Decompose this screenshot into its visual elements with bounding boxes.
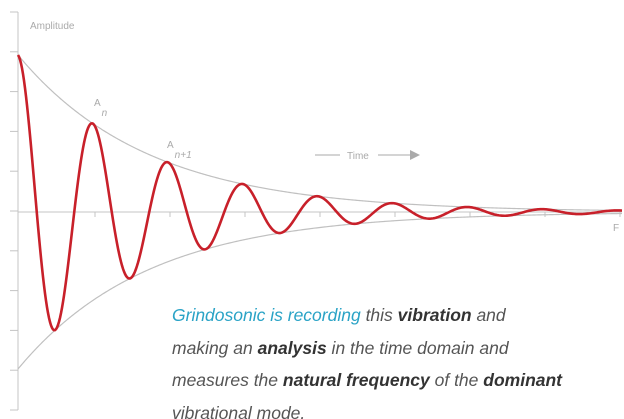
- caption-segment: dominant: [483, 370, 563, 390]
- peak-subscript: n: [102, 108, 108, 119]
- caption-segment: natural frequency: [282, 370, 430, 390]
- arrow-head: [410, 150, 420, 160]
- envelope-lower: [17, 212, 623, 370]
- caption-line: measures the natural frequency of the do…: [172, 364, 562, 397]
- peak-symbol: A: [94, 98, 101, 109]
- peak-label: An+1: [167, 140, 192, 161]
- caption-segment: measures the: [172, 370, 283, 390]
- caption-segment: this: [360, 305, 398, 325]
- caption-segment: making an: [172, 337, 258, 358]
- damped-wave: [16, 54, 623, 332]
- caption-segment: vibration: [397, 305, 472, 325]
- caption-line: Grindosonic is recording this vibration …: [172, 299, 562, 332]
- caption-segment: vibrational mode.: [172, 402, 306, 419]
- caption-segment: and: [471, 305, 506, 325]
- y-axis-label: Amplitude: [30, 21, 75, 32]
- caption-line: making an analysis in the time domain an…: [172, 332, 562, 365]
- end-label: F: [613, 223, 619, 234]
- caption: Grindosonic is recording this vibration …: [172, 299, 562, 419]
- peak-label: An: [94, 98, 108, 119]
- peak-symbol: A: [167, 140, 174, 151]
- peak-subscript: n+1: [175, 150, 192, 161]
- x-axis-label: Time: [347, 151, 369, 162]
- caption-segment: in the time domain and: [326, 337, 509, 358]
- caption-segment: Grindosonic is recording: [172, 305, 361, 325]
- caption-line: vibrational mode.: [172, 397, 562, 419]
- caption-segment: of the: [429, 370, 484, 390]
- caption-segment: analysis: [257, 337, 327, 358]
